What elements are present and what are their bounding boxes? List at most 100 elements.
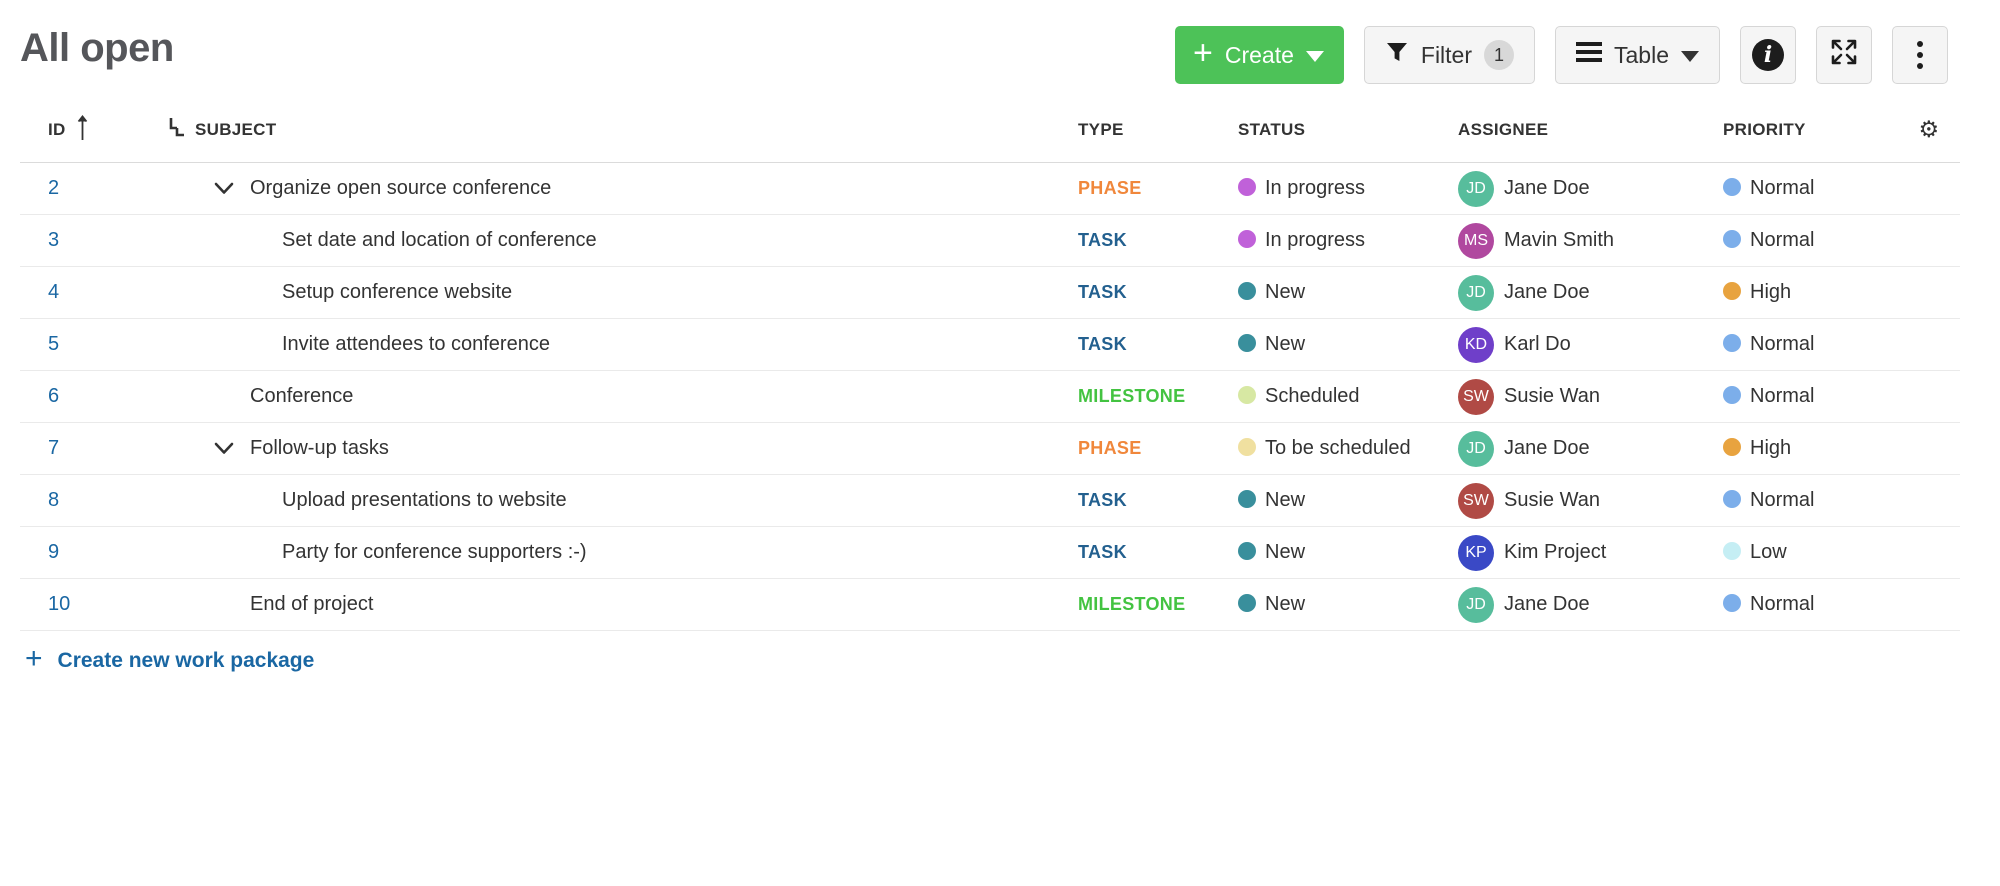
- priority-label[interactable]: Normal: [1750, 229, 1815, 251]
- assignee-link[interactable]: Jane Doe: [1504, 593, 1590, 615]
- collapse-chevron-icon[interactable]: [214, 442, 234, 455]
- assignee-link[interactable]: Susie Wan: [1504, 385, 1600, 407]
- avatar: JD: [1458, 170, 1494, 207]
- fullscreen-button[interactable]: [1816, 26, 1872, 84]
- table-row[interactable]: 5 Invite attendees to conference TASK Ne…: [20, 318, 1960, 371]
- create-button[interactable]: + Create: [1174, 26, 1344, 84]
- work-package-id-link[interactable]: 7: [48, 437, 60, 459]
- avatar: SW: [1458, 482, 1494, 519]
- work-package-id-link[interactable]: 4: [48, 281, 60, 303]
- subject-text[interactable]: Follow-up tasks: [250, 437, 389, 459]
- subject-text[interactable]: Organize open source conference: [250, 177, 552, 199]
- work-package-id-link[interactable]: 3: [48, 229, 60, 251]
- filter-button[interactable]: Filter 1: [1363, 26, 1536, 84]
- table-row[interactable]: 7 Follow-up tasks PHASE To be scheduled …: [20, 422, 1960, 475]
- type-label[interactable]: MILESTONE: [1078, 386, 1186, 406]
- status-label[interactable]: Scheduled: [1265, 385, 1360, 407]
- info-button[interactable]: i: [1740, 26, 1796, 84]
- table-row[interactable]: 9 Party for conference supporters :-) TA…: [20, 526, 1960, 579]
- column-header-id-label: ID: [48, 120, 66, 139]
- table-row[interactable]: 8 Upload presentations to website TASK N…: [20, 474, 1960, 527]
- create-work-package-link[interactable]: + Create new work package: [25, 642, 315, 675]
- assignee-link[interactable]: Jane Doe: [1504, 281, 1590, 303]
- type-label[interactable]: TASK: [1078, 282, 1127, 302]
- column-header-id[interactable]: ID: [20, 114, 168, 163]
- indent-spacer: [168, 500, 282, 501]
- sort-ascending-icon: [76, 114, 89, 146]
- type-label[interactable]: TASK: [1078, 490, 1127, 510]
- status-dot-icon: [1238, 178, 1256, 196]
- work-package-id-link[interactable]: 10: [48, 593, 71, 615]
- create-work-package-label: Create new work package: [57, 648, 315, 672]
- assignee-link[interactable]: Mavin Smith: [1504, 229, 1615, 251]
- column-header-priority[interactable]: PRIORITY: [1723, 114, 1898, 163]
- priority-label[interactable]: Normal: [1750, 333, 1815, 355]
- status-label[interactable]: New: [1265, 541, 1306, 563]
- view-mode-button[interactable]: Table: [1555, 26, 1720, 84]
- assignee-link[interactable]: Jane Doe: [1504, 177, 1590, 199]
- more-options-button[interactable]: [1892, 26, 1948, 84]
- status-label[interactable]: To be scheduled: [1265, 437, 1411, 459]
- table-row[interactable]: 2 Organize open source conference PHASE …: [20, 162, 1960, 215]
- subject-text[interactable]: Invite attendees to conference: [282, 333, 550, 355]
- priority-label[interactable]: Low: [1750, 541, 1787, 563]
- priority-label[interactable]: Normal: [1750, 385, 1815, 407]
- type-label[interactable]: PHASE: [1078, 178, 1142, 198]
- status-label[interactable]: In progress: [1265, 229, 1366, 251]
- status-label[interactable]: New: [1265, 333, 1306, 355]
- plus-icon: +: [25, 642, 43, 675]
- priority-label[interactable]: Normal: [1750, 593, 1815, 615]
- work-package-id-link[interactable]: 8: [48, 489, 60, 511]
- type-label[interactable]: TASK: [1078, 334, 1127, 354]
- column-header-assignee[interactable]: ASSIGNEE: [1458, 114, 1723, 163]
- indent-spacer: [168, 396, 250, 397]
- subject-text[interactable]: Set date and location of conference: [282, 229, 597, 251]
- indent-spacer: [168, 188, 214, 189]
- assignee-link[interactable]: Jane Doe: [1504, 437, 1590, 459]
- work-package-id-link[interactable]: 5: [48, 333, 60, 355]
- hierarchy-icon[interactable]: [168, 117, 185, 143]
- subject-text[interactable]: Conference: [250, 385, 354, 407]
- status-label[interactable]: In progress: [1265, 177, 1366, 199]
- table-row[interactable]: 3 Set date and location of conference TA…: [20, 214, 1960, 267]
- work-package-id-link[interactable]: 6: [48, 385, 60, 407]
- avatar: MS: [1458, 222, 1494, 259]
- subject-text[interactable]: Upload presentations to website: [282, 489, 567, 511]
- table-row[interactable]: 10 End of project MILESTONE New JD Jane …: [20, 578, 1960, 631]
- avatar: JD: [1458, 430, 1494, 467]
- status-dot-icon: [1238, 282, 1256, 300]
- subject-text[interactable]: Setup conference website: [282, 281, 513, 303]
- subject-text[interactable]: Party for conference supporters :-): [282, 541, 587, 563]
- work-package-id-link[interactable]: 2: [48, 177, 60, 199]
- type-label[interactable]: PHASE: [1078, 438, 1142, 458]
- indent-spacer: [168, 344, 282, 345]
- assignee-link[interactable]: Susie Wan: [1504, 489, 1600, 511]
- table-lines-icon: [1576, 41, 1603, 69]
- priority-label[interactable]: High: [1750, 281, 1792, 303]
- subject-text[interactable]: End of project: [250, 593, 374, 615]
- type-label[interactable]: TASK: [1078, 542, 1127, 562]
- priority-label[interactable]: Normal: [1750, 177, 1815, 199]
- type-label[interactable]: MILESTONE: [1078, 594, 1186, 614]
- priority-label[interactable]: High: [1750, 437, 1792, 459]
- status-label[interactable]: New: [1265, 489, 1306, 511]
- table-row[interactable]: 4 Setup conference website TASK New JD J…: [20, 266, 1960, 319]
- work-package-id-link[interactable]: 9: [48, 541, 60, 563]
- assignee-link[interactable]: Karl Do: [1504, 333, 1571, 355]
- status-label[interactable]: New: [1265, 593, 1306, 615]
- assignee-link[interactable]: Kim Project: [1504, 541, 1607, 563]
- chevron-down-icon: [1681, 51, 1699, 62]
- column-header-status[interactable]: STATUS: [1238, 114, 1458, 163]
- column-header-type[interactable]: TYPE: [1078, 114, 1238, 163]
- priority-dot-icon: [1723, 282, 1741, 300]
- kebab-menu-icon: [1917, 41, 1923, 69]
- column-settings-button[interactable]: ⚙: [1898, 114, 1960, 163]
- priority-label[interactable]: Normal: [1750, 489, 1815, 511]
- info-icon: i: [1752, 39, 1784, 71]
- avatar: JD: [1458, 274, 1494, 311]
- collapse-chevron-icon[interactable]: [214, 182, 234, 195]
- table-row[interactable]: 6 Conference MILESTONE Scheduled SW Susi…: [20, 370, 1960, 423]
- column-header-subject[interactable]: SUBJECT: [168, 114, 1078, 163]
- status-label[interactable]: New: [1265, 281, 1306, 303]
- type-label[interactable]: TASK: [1078, 230, 1127, 250]
